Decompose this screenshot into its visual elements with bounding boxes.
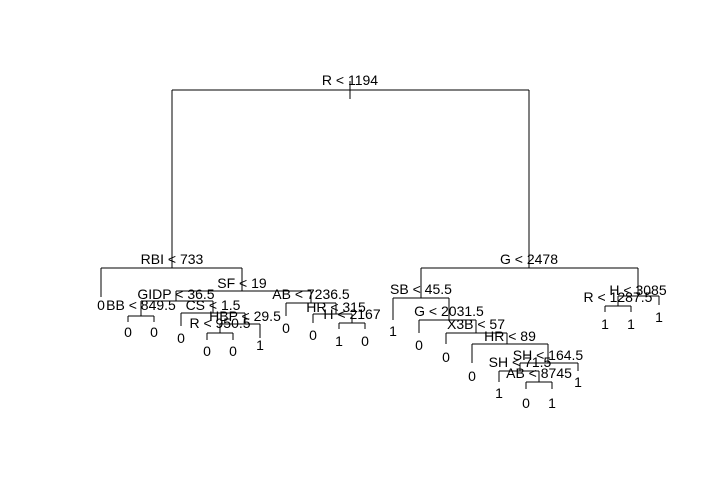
tree-edges [100,81,660,389]
leaf-label: 0 [522,395,530,411]
leaf-label: 0 [124,324,132,340]
split-label-ab7236: AB < 7236.5 [272,286,350,302]
leaf-label: 0 [177,330,185,346]
split-label-bb: BB < 849.5 [106,297,176,313]
leaf-label: 0 [97,297,105,313]
split-label-g2478: G < 2478 [500,251,558,267]
leaf-label: 0 [150,324,158,340]
leaf-label: 0 [229,343,237,359]
leaf-label: 0 [415,337,423,353]
split-label-hr89: HR < 89 [484,328,536,344]
leaf-label: 1 [256,337,264,353]
leaf-label: 1 [495,385,503,401]
split-label-hr315: HR < 315 [306,299,366,315]
leaf-label: 0 [282,320,290,336]
split-label-r950: R < 950.5 [189,315,250,331]
leaf-label: 0 [468,368,476,384]
leaf-label: 0 [361,333,369,349]
split-label-sh71: SH < 71.5 [489,354,552,370]
split-label-sf: SF < 19 [217,275,267,291]
split-label-r1287: R < 1287.5 [584,289,653,305]
split-label-cs: CS < 1.5 [186,297,241,313]
leaf-label: 1 [627,316,635,332]
leaf-label: 1 [335,333,343,349]
split-label-rbi: RBI < 733 [141,251,204,267]
leaf-label: 1 [655,309,663,325]
leaf-label: 1 [548,395,556,411]
leaf-label: 0 [203,343,211,359]
leaf-label: 1 [389,323,397,339]
split-label-hbp: HBP < 29.5 [209,308,281,324]
split-label-h2167: H < 2167 [323,306,380,322]
leaf-label: 0 [309,327,317,343]
split-label-x3b: X3B < 57 [447,316,505,332]
split-label-sh164: SH < 164.5 [513,347,584,363]
split-label-ab8745: AB < 8745 [506,365,572,381]
split-label-gidp: GIDP < 36.5 [137,286,214,302]
split-label-g2031: G < 2031.5 [414,303,484,319]
leaf-label: 1 [574,374,582,390]
split-label-sb: SB < 45.5 [390,281,452,297]
split-label-h3085: H < 3085 [609,282,666,298]
split-labels: R < 1194 RBI < 733 SF < 19 GIDP < 36.5 B… [106,72,667,381]
split-label-root: R < 1194 [322,72,378,88]
leaf-labels: 0 0 0 0 0 0 1 0 0 1 0 1 0 0 0 1 0 1 1 1 … [97,297,663,411]
leaf-label: 0 [442,349,450,365]
leaf-label: 1 [601,316,609,332]
